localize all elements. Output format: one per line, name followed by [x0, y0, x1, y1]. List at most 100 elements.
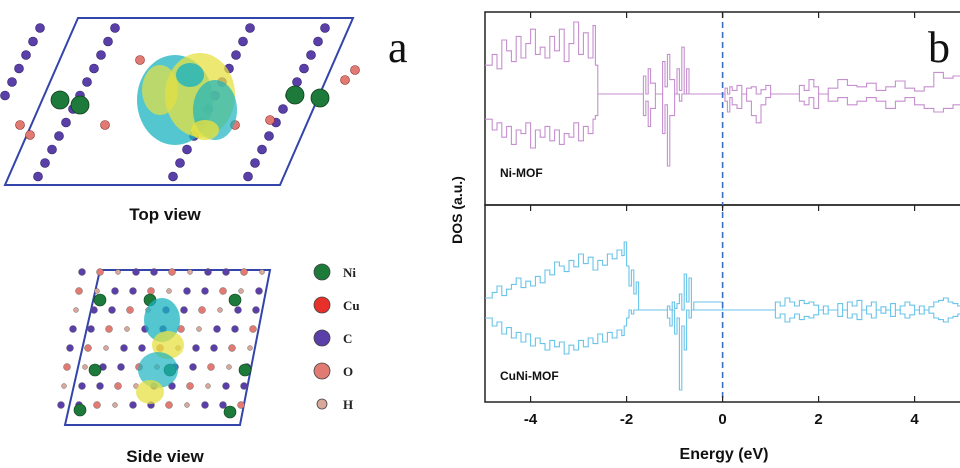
side-atom: [69, 325, 77, 333]
carbon-atom: [264, 131, 274, 141]
dos-line-ni-mof-spin-down: [485, 93, 960, 167]
nickel-atom: [93, 293, 107, 307]
carbon-atom: [313, 36, 323, 47]
side-atom: [126, 306, 134, 314]
side-atom: [75, 287, 83, 295]
carbon-atom: [250, 158, 260, 168]
panel-b-dos-chart: -4 -2 0 2 4 Ni-MOF CuNi-MOF Energy (eV) DOS …: [449, 11, 960, 463]
side-view-unit-cell: [63, 269, 272, 426]
nickel-atom: [73, 403, 87, 417]
carbon-atom: [299, 63, 309, 74]
side-atom: [237, 401, 245, 409]
carbon-atom: [0, 90, 10, 101]
side-atom: [115, 269, 121, 275]
side-atom: [105, 325, 113, 333]
dos-series-lines: [485, 21, 960, 391]
x-axis-label: Energy (eV): [680, 446, 769, 463]
side-atom: [231, 325, 239, 333]
side-atom: [180, 306, 188, 314]
x-tick-label: 0: [718, 411, 726, 428]
side-atom: [114, 382, 122, 390]
side-atom: [234, 306, 242, 314]
top-view-structure: [0, 17, 360, 186]
side-atom: [129, 401, 137, 409]
side-atom: [93, 401, 101, 409]
carbon-atom: [320, 23, 330, 33]
nickel-atom: [238, 363, 252, 377]
legend-swatch-h: [316, 398, 328, 410]
side-atom: [165, 401, 173, 409]
carbon-atom: [61, 117, 71, 128]
panel-a-letter: a: [388, 23, 408, 72]
carbon-atom: [54, 131, 64, 141]
side-atom: [192, 344, 200, 352]
side-atom: [228, 344, 236, 352]
side-atom: [204, 268, 212, 276]
legend-label-o: O: [343, 364, 353, 379]
carbon-atom: [245, 23, 255, 33]
series-label-cuni-mof: CuNi-MOF: [500, 369, 559, 383]
side-view-structure: [57, 268, 272, 426]
x-tick-label: -4: [524, 411, 538, 428]
side-atom: [210, 344, 218, 352]
side-atom: [196, 326, 202, 332]
side-atom: [238, 288, 244, 294]
top-view-charge-density: [137, 53, 237, 145]
side-atom: [259, 269, 265, 275]
side-atom: [90, 306, 98, 314]
side-atom: [63, 363, 71, 371]
carbon-atom: [168, 171, 178, 182]
carbon-atom: [47, 144, 57, 155]
top-view-caption: Top view: [129, 205, 201, 224]
carbon-atom: [14, 63, 24, 74]
nickel-atom: [70, 95, 90, 115]
side-atom: [117, 363, 125, 371]
side-atom: [138, 344, 146, 352]
side-atom: [201, 287, 209, 295]
side-atom: [96, 382, 104, 390]
nickel-atom: [285, 85, 305, 105]
side-atom: [184, 402, 190, 408]
legend-swatch-cu: [313, 296, 331, 314]
side-atom: [84, 344, 92, 352]
side-atom: [222, 382, 230, 390]
top-view-unit-cell: [3, 17, 355, 186]
side-atom: [103, 345, 109, 351]
nickel-atom: [88, 363, 102, 377]
carbon-atom: [103, 36, 113, 47]
side-atom: [166, 288, 172, 294]
oxygen-atom: [265, 115, 275, 125]
carbon-atom: [82, 77, 92, 87]
oxygen-atom: [350, 65, 360, 75]
side-atom: [226, 364, 232, 370]
side-atom: [183, 287, 191, 295]
nickel-atom: [310, 88, 330, 108]
carbon-atom: [306, 50, 316, 60]
side-atom: [187, 269, 193, 275]
dos-bottom-axes-box: [484, 204, 960, 403]
legend-swatch-c: [313, 329, 331, 347]
side-view-atoms: [57, 268, 265, 419]
side-atom: [240, 382, 248, 390]
panel-b-letter: b: [928, 23, 950, 72]
oxygen-atom: [15, 120, 25, 130]
side-atom: [201, 401, 209, 409]
nickel-atom: [228, 293, 242, 307]
side-atom: [96, 268, 104, 276]
legend-label-h: H: [343, 397, 353, 412]
side-atom: [87, 325, 95, 333]
side-atom: [255, 287, 263, 295]
carbon-atom: [257, 144, 267, 155]
y-axis-label: DOS (a.u.): [449, 176, 465, 244]
side-atom: [132, 268, 140, 276]
side-atom: [205, 383, 211, 389]
dos-line-cuni-mof-spin-down: [485, 309, 960, 391]
oxygen-atom: [100, 120, 110, 130]
side-atom: [61, 383, 67, 389]
side-atom: [112, 402, 118, 408]
x-tick-label: 4: [910, 411, 919, 428]
series-label-ni-mof: Ni-MOF: [500, 166, 543, 180]
nickel-atom: [223, 405, 237, 419]
carbon-atom: [238, 36, 248, 47]
